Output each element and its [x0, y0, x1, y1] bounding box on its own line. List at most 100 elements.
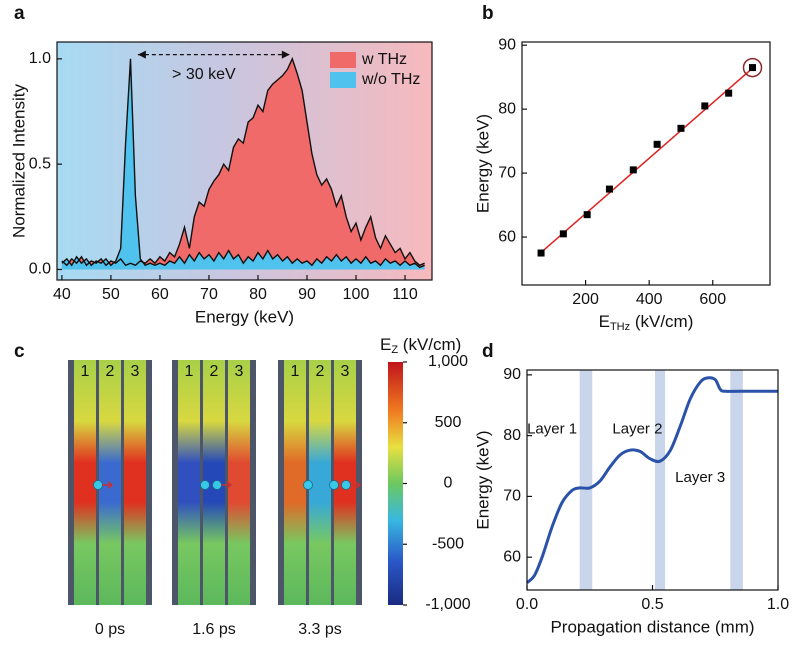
panel-label: a — [14, 3, 25, 24]
layer-number: 3 — [235, 363, 244, 380]
y-tick-label: 80 — [503, 427, 521, 444]
x-tick-label: 40 — [53, 286, 71, 303]
layer-number: 1 — [185, 363, 194, 380]
field-strip — [124, 360, 146, 605]
plot-frame — [56, 41, 433, 281]
layer-number: 3 — [131, 363, 140, 380]
layer-number: 1 — [81, 363, 90, 380]
panel-label: d — [482, 341, 494, 362]
electron — [341, 480, 351, 490]
electron-arrow — [221, 481, 233, 489]
colorbar-tick-label: 1,000 — [428, 353, 468, 370]
highlight-circle — [742, 57, 763, 78]
y-tick-label: 80 — [498, 100, 516, 117]
panel-label: b — [482, 3, 494, 24]
plot-frame — [526, 369, 779, 591]
data-point — [677, 124, 685, 132]
x-axis-label-part: E — [599, 312, 610, 331]
series-line — [61, 58, 425, 269]
electron — [93, 480, 103, 490]
field-strip — [284, 360, 306, 605]
y-tick-label: 70 — [498, 164, 516, 181]
y-tick-label: 70 — [503, 488, 521, 505]
fit-line — [537, 65, 757, 256]
field-strip — [99, 360, 121, 605]
time-label: 1.6 ps — [192, 621, 236, 638]
x-tick-label: 1.0 — [767, 596, 789, 613]
y-axis-label: Energy (keV) — [473, 430, 492, 529]
y-tick-label: 1.0 — [29, 50, 51, 67]
layer-number: 2 — [316, 363, 325, 380]
x-tick-label: 600 — [699, 291, 726, 308]
data-point — [653, 140, 661, 148]
x-tick-label: 100 — [343, 286, 370, 303]
data-point — [537, 249, 545, 257]
x-tick-label: 110 — [392, 286, 418, 303]
colorbar-label-part: (kV/cm) — [398, 335, 461, 354]
time-label: 0 ps — [95, 621, 125, 638]
x-axis-label-part: (kV/cm) — [630, 312, 693, 331]
y-axis-label: Normalized Intensity — [9, 84, 28, 239]
energy-curve — [525, 376, 778, 584]
x-tick-label: 90 — [298, 286, 316, 303]
layer-number: 2 — [106, 363, 115, 380]
electron — [329, 480, 339, 490]
data-point — [629, 166, 637, 174]
colorbar-label-part: E — [380, 335, 391, 354]
x-tick-label: 50 — [102, 286, 120, 303]
electron — [303, 480, 313, 490]
layer-number: 2 — [210, 363, 219, 380]
legend-swatch — [330, 72, 356, 88]
x-axis-label: Energy (keV) — [195, 307, 294, 326]
legend-label: w/o THz — [361, 71, 420, 88]
layer-band — [655, 370, 666, 590]
y-tick-label: 60 — [503, 548, 521, 565]
y-axis-label: Energy (keV) — [473, 114, 492, 213]
legend-label: w THz — [361, 51, 407, 68]
electron — [200, 480, 210, 490]
series-line — [61, 56, 425, 267]
y-tick-label: 0.0 — [29, 261, 51, 278]
area-fill — [61, 58, 425, 270]
data-point — [605, 185, 613, 193]
x-axis-label: ETHz (kV/cm) — [599, 312, 694, 332]
colorbar-tick-label: -1,000 — [425, 596, 470, 613]
x-tick-label: 0.0 — [516, 596, 538, 613]
x-axis-label-part: THz — [610, 321, 630, 333]
time-label: 3.3 ps — [298, 621, 342, 638]
colorbar-tick-label: 0 — [444, 475, 453, 492]
field-strip — [178, 360, 200, 605]
data-point — [583, 211, 591, 219]
field-strip — [74, 360, 96, 605]
layer-band — [579, 370, 593, 590]
data-point — [749, 64, 757, 72]
x-tick-label: 0.5 — [641, 596, 663, 613]
panel-label: c — [14, 341, 25, 362]
colorbar-tick-label: 500 — [435, 414, 462, 431]
data-point — [559, 230, 567, 238]
y-tick-label: 0.5 — [29, 155, 51, 172]
layer-label: Layer 2 — [612, 421, 662, 438]
legend-swatch — [330, 52, 356, 68]
plot-frame — [521, 41, 771, 286]
x-tick-label: 70 — [200, 286, 218, 303]
x-tick-label: 400 — [636, 291, 663, 308]
layer-label: Layer 3 — [675, 469, 725, 486]
x-tick-label: 80 — [249, 286, 267, 303]
data-point — [701, 102, 709, 110]
layer-number: 1 — [291, 363, 300, 380]
electron — [212, 480, 222, 490]
layer-number: 3 — [341, 363, 350, 380]
colorbar-tick-label: -500 — [432, 535, 464, 552]
y-tick-label: 60 — [498, 228, 516, 245]
colorbar — [388, 362, 403, 605]
colorbar-label: EZ (kV/cm) — [380, 335, 461, 355]
x-tick-label: 200 — [572, 291, 599, 308]
layer-label: Layer 1 — [527, 421, 577, 438]
annotation: > 30 keV — [172, 66, 236, 83]
field-strip — [309, 360, 331, 605]
colorbar-label-part: Z — [391, 344, 398, 356]
data-point — [725, 89, 733, 97]
y-tick-label: 90 — [498, 36, 516, 53]
